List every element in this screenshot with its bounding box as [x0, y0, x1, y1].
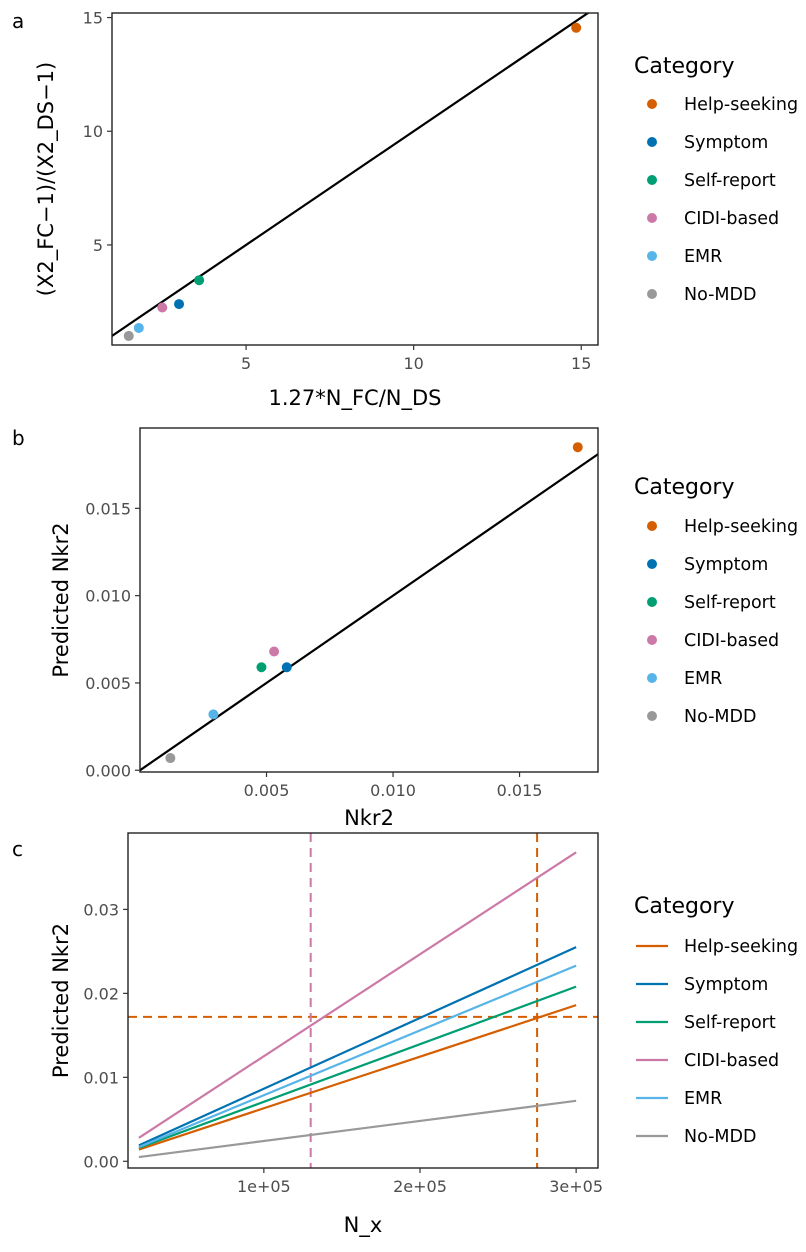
legend-label-Symptom: Symptom [684, 133, 768, 153]
plot-area [112, 13, 590, 341]
identity-line [140, 452, 598, 772]
panel-tag: a [12, 9, 24, 33]
legend-label-Help-seeking: Help-seeking [684, 95, 798, 115]
point-Symptom [174, 299, 185, 310]
legend-key-Self-report [647, 175, 657, 185]
point-Self-report [194, 275, 205, 286]
legend-label-Symptom: Symptom [684, 555, 768, 575]
legend-label-Symptom: Symptom [684, 975, 768, 995]
point-Symptom [281, 662, 292, 673]
legend-key-No-MDD [647, 289, 657, 299]
legend-label-Help-seeking: Help-seeking [684, 517, 798, 537]
plot-area [140, 442, 598, 772]
line-Self-report [138, 985, 577, 1149]
point-CIDI-based [269, 646, 280, 657]
panel-tag: c [12, 837, 23, 861]
x-tick-label: 5 [241, 354, 251, 373]
y-axis-label: Predicted Nkr2 [49, 522, 73, 677]
line-Symptom [138, 946, 577, 1147]
y-tick-label: 0.02 [83, 984, 119, 1003]
legend-key-Self-report [647, 597, 657, 607]
x-tick-label: 0.005 [244, 781, 290, 800]
legend-key-EMR [647, 673, 657, 683]
legend: Category Help-seeking Symptom Self-report CI… [634, 54, 798, 305]
legend-label-No-MDD: No-MDD [684, 285, 757, 305]
line-No-MDD [138, 1099, 577, 1159]
panel-tag: b [12, 426, 25, 450]
x-tick-label: 10 [403, 354, 423, 373]
x-tick-label: 0.015 [497, 781, 543, 800]
x-tick-label: 0.010 [370, 781, 416, 800]
y-tick-label: 0.015 [85, 499, 131, 518]
legend-label-EMR: EMR [684, 1089, 722, 1109]
y-tick-label: 0.01 [83, 1068, 119, 1087]
legend-label-Self-report: Self-report [684, 171, 776, 191]
legend-label-No-MDD: No-MDD [684, 1127, 757, 1147]
x-axis-label: Nkr2 [344, 806, 394, 830]
legend-title: Category [634, 894, 735, 919]
legend-label-No-MDD: No-MDD [684, 707, 757, 727]
panel-border [127, 832, 599, 1169]
plot-area [128, 833, 598, 1168]
point-EMR [208, 709, 219, 720]
y-tick-label: 0.000 [85, 761, 131, 780]
point-Help-seeking [572, 442, 583, 453]
x-tick-label: 3e+05 [549, 1177, 603, 1196]
y-tick-label: 15 [83, 9, 103, 28]
legend-label-EMR: EMR [684, 247, 722, 267]
legend-key-Symptom [647, 559, 657, 569]
legend-key-No-MDD [647, 711, 657, 721]
legend-title: Category [634, 475, 735, 500]
legend-key-CIDI-based [647, 213, 657, 223]
point-No-MDD [165, 753, 176, 764]
legend-key-EMR [647, 251, 657, 261]
legend-key-Help-seeking [647, 99, 657, 109]
panel-border [111, 12, 599, 346]
x-axis-label: N_x [344, 1213, 383, 1238]
line-Help-seeking [138, 1004, 577, 1151]
legend-label-CIDI-based: CIDI-based [684, 209, 779, 229]
legend: Category Help-seeking Symptom Self-report CI… [634, 894, 798, 1147]
legend-key-CIDI-based [647, 635, 657, 645]
legend-label-CIDI-based: CIDI-based [684, 1051, 779, 1071]
legend: Category Help-seeking Symptom Self-report CI… [634, 475, 798, 727]
identity-line [112, 13, 590, 338]
y-tick-label: 5 [93, 236, 103, 255]
legend-label-CIDI-based: CIDI-based [684, 631, 779, 651]
x-tick-label: 2e+05 [393, 1177, 447, 1196]
legend-label-Help-seeking: Help-seeking [684, 937, 798, 957]
y-tick-label: 0.005 [85, 674, 131, 693]
legend-label-EMR: EMR [684, 669, 722, 689]
point-EMR [133, 322, 144, 333]
legend-label-Self-report: Self-report [684, 593, 776, 613]
x-tick-label: 1e+05 [237, 1177, 291, 1196]
x-tick-label: 15 [571, 354, 591, 373]
legend-title: Category [634, 54, 735, 79]
y-axis-label: Predicted Nkr2 [49, 923, 73, 1078]
line-EMR [138, 964, 577, 1149]
panel-c: c 1e+05 2e+05 3e+05 0.00 0.01 0.02 0.03 N_x Predi… [12, 832, 798, 1238]
panel-b: b 0.005 0.010 0.015 0.000 0.005 0.010 0.015 Nkr2… [12, 426, 798, 830]
line-CIDI-based [138, 851, 577, 1139]
legend-label-Self-report: Self-report [684, 1013, 776, 1033]
panel-a: a 5 10 15 5 10 15 1.27*N_FC/N_DS (X2_FC−1)/(X2_D… [12, 9, 798, 411]
panel-border [139, 427, 599, 773]
point-No-MDD [123, 330, 134, 341]
y-axis-label: (X2_FC−1)/(X2_DS−1) [34, 62, 59, 297]
legend-key-Symptom [647, 137, 657, 147]
y-tick-label: 0.03 [83, 900, 119, 919]
point-Help-seeking [571, 22, 582, 33]
y-tick-label: 10 [83, 122, 103, 141]
y-tick-label: 0.010 [85, 587, 131, 606]
x-axis-label: 1.27*N_FC/N_DS [269, 386, 442, 411]
legend-key-Help-seeking [647, 521, 657, 531]
point-Self-report [256, 662, 267, 673]
point-CIDI-based [157, 302, 168, 313]
y-tick-label: 0.00 [83, 1152, 119, 1171]
